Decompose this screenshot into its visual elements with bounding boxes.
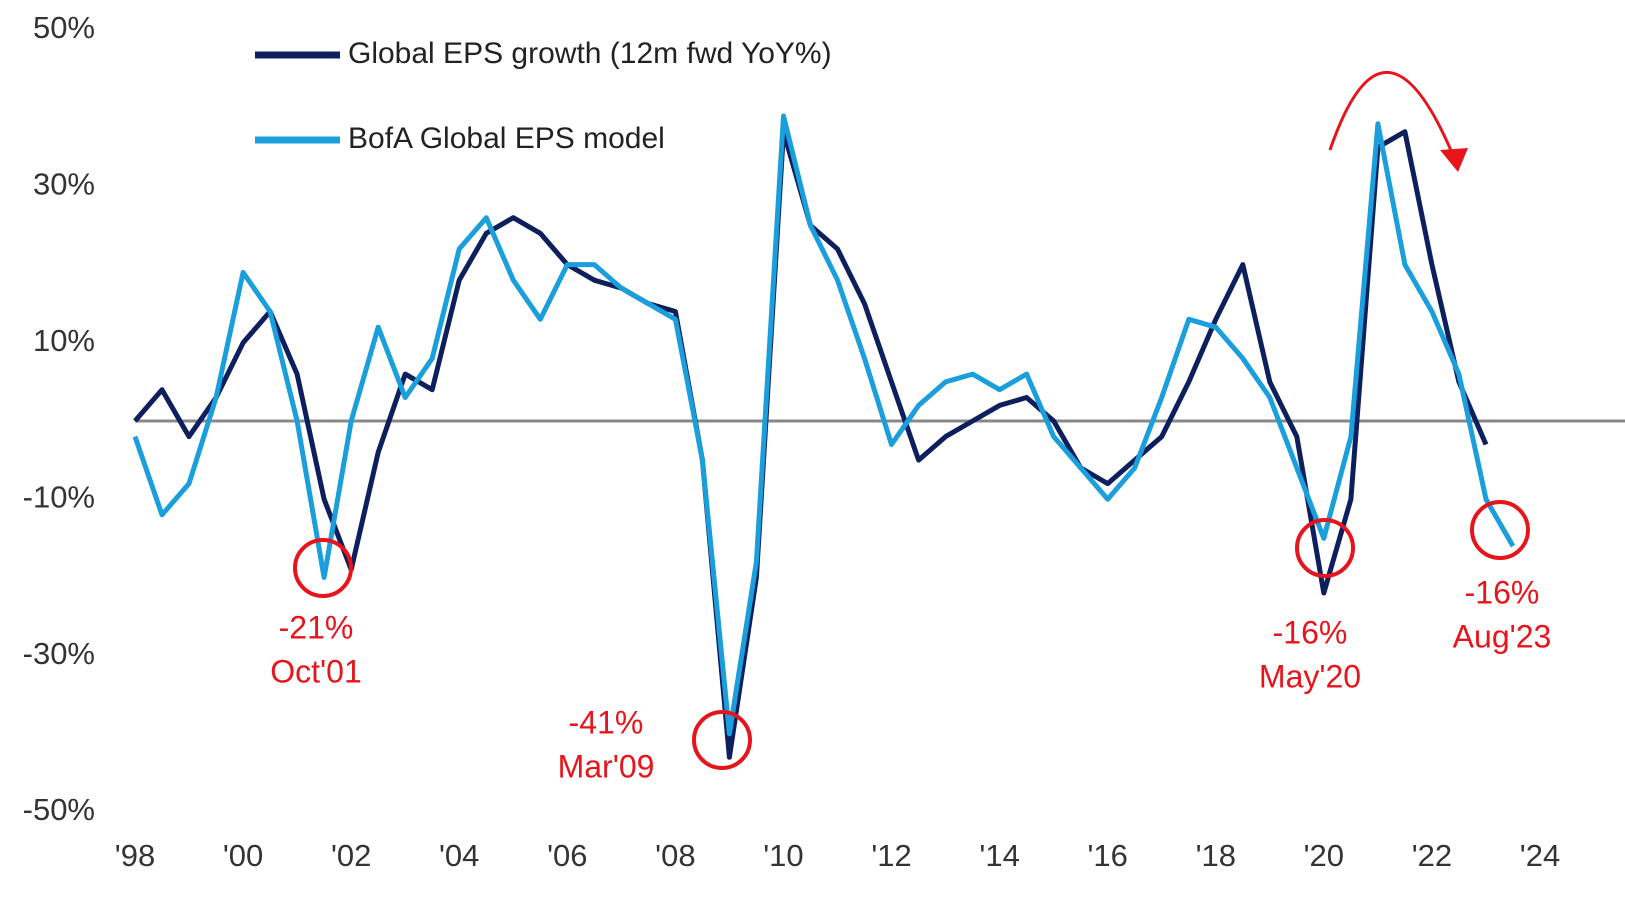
x-tick-label: '18 bbox=[1196, 838, 1236, 873]
y-tick-label: 30% bbox=[33, 167, 95, 202]
annotation-date: Aug'23 bbox=[1453, 618, 1552, 654]
highlight-circle bbox=[293, 538, 353, 598]
highlight-circle bbox=[692, 710, 752, 770]
x-tick-label: '98 bbox=[115, 838, 155, 873]
annotation-value: -41% bbox=[569, 704, 644, 740]
x-tick-label: '04 bbox=[439, 838, 479, 873]
annotation-value: -16% bbox=[1465, 574, 1540, 610]
x-tick-label: '12 bbox=[871, 838, 911, 873]
annotation-date: Oct'01 bbox=[270, 653, 361, 689]
series-line bbox=[132, 113, 1516, 737]
legend-label: Global EPS growth (12m fwd YoY%) bbox=[348, 37, 832, 70]
y-tick-label: 50% bbox=[33, 10, 95, 45]
x-tick-label: '10 bbox=[763, 838, 803, 873]
x-tick-label: '22 bbox=[1412, 838, 1452, 873]
x-tick-label: '20 bbox=[1304, 838, 1344, 873]
x-tick-label: '02 bbox=[331, 838, 371, 873]
annotation-date: May'20 bbox=[1259, 658, 1361, 694]
annotation-value: -21% bbox=[279, 609, 354, 645]
y-tick-label: -50% bbox=[23, 792, 95, 827]
y-tick-label: -30% bbox=[23, 636, 95, 671]
x-tick-label: '06 bbox=[547, 838, 587, 873]
legend-label: BofA Global EPS model bbox=[348, 122, 665, 155]
trend-arrow bbox=[1328, 70, 1457, 161]
x-tick-label: '14 bbox=[979, 838, 1019, 873]
x-tick-label: '24 bbox=[1520, 838, 1560, 873]
x-tick-label: '00 bbox=[223, 838, 263, 873]
y-tick-label: 10% bbox=[33, 323, 95, 358]
annotation-value: -16% bbox=[1273, 614, 1348, 650]
highlight-circle bbox=[1295, 518, 1355, 578]
highlight-circle bbox=[1470, 500, 1530, 560]
annotation-date: Mar'09 bbox=[558, 748, 655, 784]
y-tick-label: -10% bbox=[23, 479, 95, 514]
x-tick-label: '16 bbox=[1087, 838, 1127, 873]
x-tick-label: '08 bbox=[655, 838, 695, 873]
arrow-head bbox=[1440, 148, 1468, 172]
